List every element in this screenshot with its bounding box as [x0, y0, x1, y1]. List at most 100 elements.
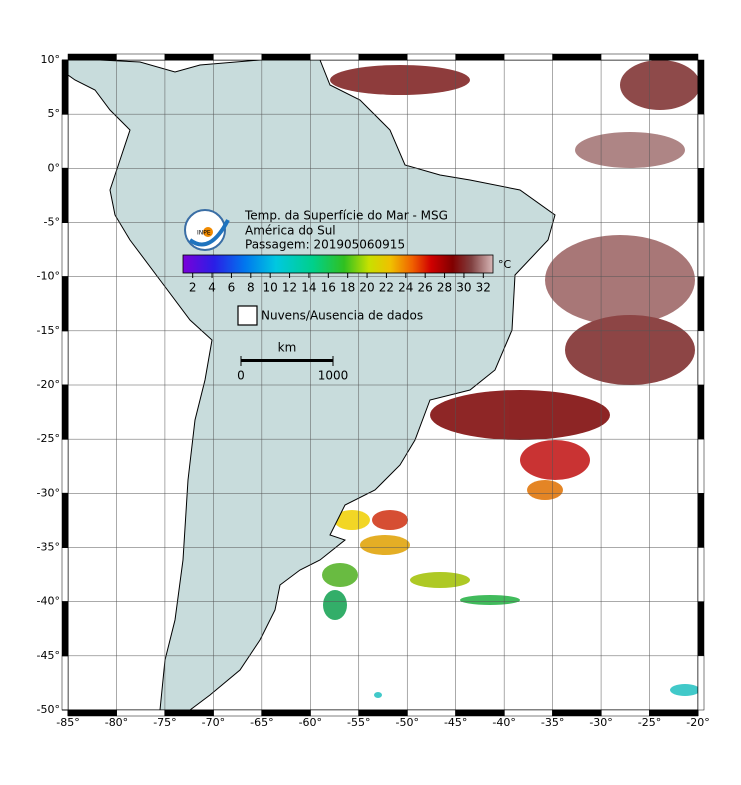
colorbar-tick-label: 16 — [321, 281, 336, 295]
frame-band — [697, 168, 705, 223]
colorbar-tick-label: 6 — [228, 281, 236, 295]
y-tick-label: -15° — [37, 324, 60, 337]
frame-band — [697, 655, 705, 711]
sst-patch — [330, 65, 470, 95]
x-tick-label: -55° — [347, 716, 370, 729]
frame-band — [61, 547, 69, 602]
frame-band — [697, 276, 705, 332]
frame-band — [261, 53, 311, 61]
frame-band — [697, 330, 705, 386]
scale-tick-label: 1000 — [318, 369, 349, 383]
sst-patch — [322, 563, 358, 587]
colorbar-tick-label: 8 — [247, 281, 255, 295]
frame-band — [649, 53, 699, 61]
map-area — [68, 60, 698, 710]
legend-swatch — [237, 305, 258, 326]
frame-band — [61, 276, 69, 332]
x-tick-label: -45° — [444, 716, 467, 729]
sst-patch — [334, 510, 370, 530]
grid — [68, 60, 698, 710]
colorbar-tick-label: 24 — [398, 281, 413, 295]
sst-patch — [460, 595, 520, 605]
frame-band — [697, 222, 705, 277]
colorbar-tick-label: 18 — [340, 281, 355, 295]
colorbar-tick-label: 22 — [379, 281, 394, 295]
colorbar — [182, 254, 494, 274]
frame-band — [61, 438, 69, 494]
y-tick-label: 10° — [41, 53, 61, 66]
x-tick-label: -75° — [153, 716, 176, 729]
y-tick-label: 5° — [48, 107, 61, 120]
sst-field — [322, 60, 698, 698]
scale-bar: 0 1000 — [237, 356, 348, 383]
colorbar-tick-label: 10 — [263, 281, 278, 295]
colorbar-tick-label: 20 — [359, 281, 374, 295]
sst-patch — [520, 440, 590, 480]
frame-band — [61, 222, 69, 277]
frame-band — [455, 53, 505, 61]
x-tick-label: -30° — [589, 716, 612, 729]
y-tick-label: -25° — [37, 432, 60, 445]
frame-band — [61, 330, 69, 386]
title-line: América do Sul — [245, 224, 336, 238]
scale-bar-body — [241, 359, 333, 362]
x-tick-label: -60° — [299, 716, 322, 729]
colorbar-tick-label: 4 — [208, 281, 216, 295]
colorbar-tick-label: 2 — [189, 281, 197, 295]
frame-band — [697, 438, 705, 494]
frame-band — [600, 53, 650, 61]
colorbar-ticks: 2 4 6 8 10 12 14 16 18 20 22 24 26 28 30 32 — [189, 273, 491, 295]
frame-band — [503, 53, 553, 61]
x-tick-label: -20° — [686, 716, 709, 729]
frame-band — [116, 53, 166, 61]
sst-patch — [323, 590, 347, 620]
colorbar-tick-label: 26 — [418, 281, 433, 295]
x-tick-label: -70° — [202, 716, 225, 729]
sst-patch — [410, 572, 470, 588]
x-tick-label: -25° — [638, 716, 661, 729]
sst-patch — [565, 315, 695, 385]
x-tick-label: -40° — [492, 716, 515, 729]
colorbar-tick-label: 14 — [301, 281, 316, 295]
sst-patch — [620, 60, 698, 110]
x-tick-label: -65° — [250, 716, 273, 729]
y-tick-label: -35° — [37, 541, 60, 554]
logo-arrow — [188, 219, 230, 247]
y-tick-label: -40° — [37, 595, 60, 608]
frame-band — [310, 53, 360, 61]
y-tick-label: 0° — [48, 161, 61, 174]
y-tick-label: -20° — [37, 378, 60, 391]
colorbar-tick-label: 30 — [456, 281, 471, 295]
frame-band — [61, 493, 69, 548]
frame-band — [697, 384, 705, 440]
frame-band — [697, 601, 705, 657]
x-tick-label: -80° — [105, 716, 128, 729]
y-tick-label: -45° — [37, 649, 60, 662]
frame-band — [67, 53, 117, 61]
logo-sun — [203, 227, 213, 237]
x-tick-label: -35° — [541, 716, 564, 729]
sst-patch — [670, 684, 698, 696]
y-tick-label: -5° — [44, 216, 60, 229]
x-tick-label: -85° — [56, 716, 79, 729]
scale-unit: km — [278, 341, 297, 355]
colorbar-unit: °C — [498, 258, 512, 271]
frame-band — [552, 53, 602, 61]
frame-band — [61, 601, 69, 657]
colorbar-tick-label: 28 — [437, 281, 452, 295]
sst-patch — [374, 692, 382, 698]
scale-tick-label: 0 — [237, 369, 245, 383]
frame-band — [61, 168, 69, 223]
frame-band — [358, 53, 408, 61]
frame-band — [61, 113, 69, 169]
logo: INPE — [184, 209, 230, 251]
frame-band — [697, 113, 705, 169]
y-tick-label: -50° — [37, 703, 60, 716]
title-line: Passagem: 201905060915 — [245, 238, 405, 252]
frame-band — [697, 59, 705, 115]
frame-band — [164, 53, 214, 61]
sst-patch — [430, 390, 610, 440]
sst-patch — [372, 510, 408, 530]
sst-patch — [360, 535, 410, 555]
